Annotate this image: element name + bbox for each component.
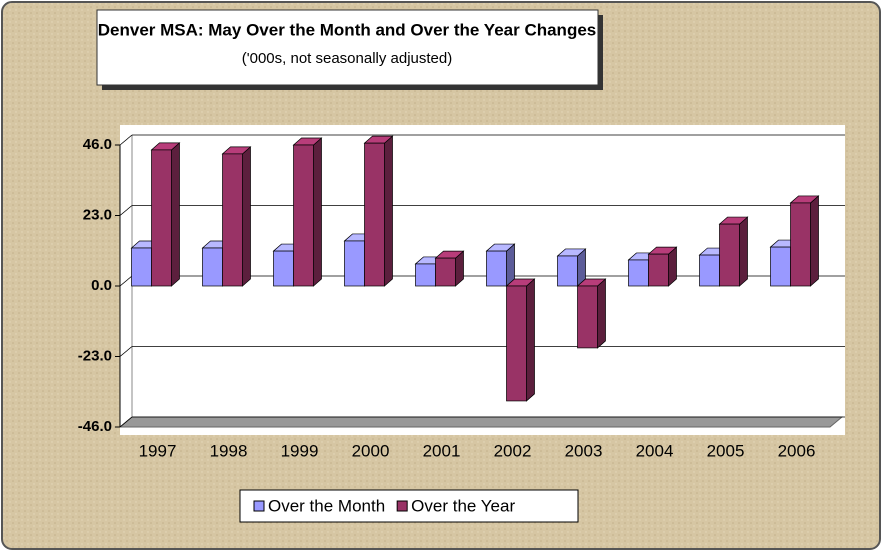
y-tick-label: 46.0 <box>83 136 112 153</box>
bar <box>486 250 507 287</box>
x-tick-label: 2003 <box>565 441 603 460</box>
bar <box>273 250 294 287</box>
x-tick-label: 2004 <box>636 441 674 460</box>
title-box <box>96 9 599 86</box>
bar <box>719 223 740 287</box>
x-tick-label: 2001 <box>423 441 461 460</box>
y-tick-label: -23.0 <box>78 347 112 364</box>
bar-side <box>171 142 180 287</box>
bar <box>344 240 365 287</box>
legend-box <box>239 489 579 523</box>
bar-side <box>526 278 535 402</box>
bar <box>699 254 720 287</box>
y-tick-label: 23.0 <box>83 206 112 223</box>
bar <box>628 259 649 287</box>
bar <box>648 253 669 287</box>
bar <box>577 285 598 349</box>
bar <box>222 153 243 287</box>
bar-side <box>597 278 606 349</box>
bar <box>506 285 527 402</box>
legend-swatch <box>396 500 408 512</box>
x-tick-label: 1999 <box>281 441 319 460</box>
x-tick-label: 2002 <box>494 441 532 460</box>
bar <box>202 247 223 287</box>
x-tick-label: 2000 <box>352 441 390 460</box>
bar-side <box>242 146 251 287</box>
bar-side <box>810 195 819 287</box>
bar <box>790 202 811 287</box>
x-tick-label: 2005 <box>707 441 745 460</box>
chart-subtitle: ('000s, not seasonally adjusted) <box>242 50 453 67</box>
x-tick-label: 2006 <box>778 441 816 460</box>
floor <box>118 416 844 428</box>
legend-swatch <box>253 500 265 512</box>
x-tick-label: 1997 <box>139 441 177 460</box>
bar <box>557 255 578 287</box>
bar-side <box>384 135 393 287</box>
bar <box>770 246 791 287</box>
bar <box>435 257 456 287</box>
bar <box>415 263 436 287</box>
y-tick-label: -46.0 <box>78 418 112 435</box>
bar <box>151 149 172 287</box>
x-tick-label: 1998 <box>210 441 248 460</box>
legend-label: Over the Month <box>268 496 385 515</box>
grid-line <box>119 205 133 216</box>
bar <box>364 142 385 287</box>
y-tick-label: 0.0 <box>91 277 112 294</box>
grid-line <box>119 275 133 287</box>
bar-side <box>739 216 748 287</box>
bar-side <box>313 137 322 287</box>
chart-title: Denver MSA: May Over the Month and Over … <box>98 20 597 39</box>
bar <box>293 144 314 287</box>
grid-line <box>119 416 133 428</box>
grid-line <box>119 134 133 146</box>
bar <box>131 247 152 287</box>
legend-label: Over the Year <box>411 496 515 515</box>
grid-line <box>119 346 133 357</box>
